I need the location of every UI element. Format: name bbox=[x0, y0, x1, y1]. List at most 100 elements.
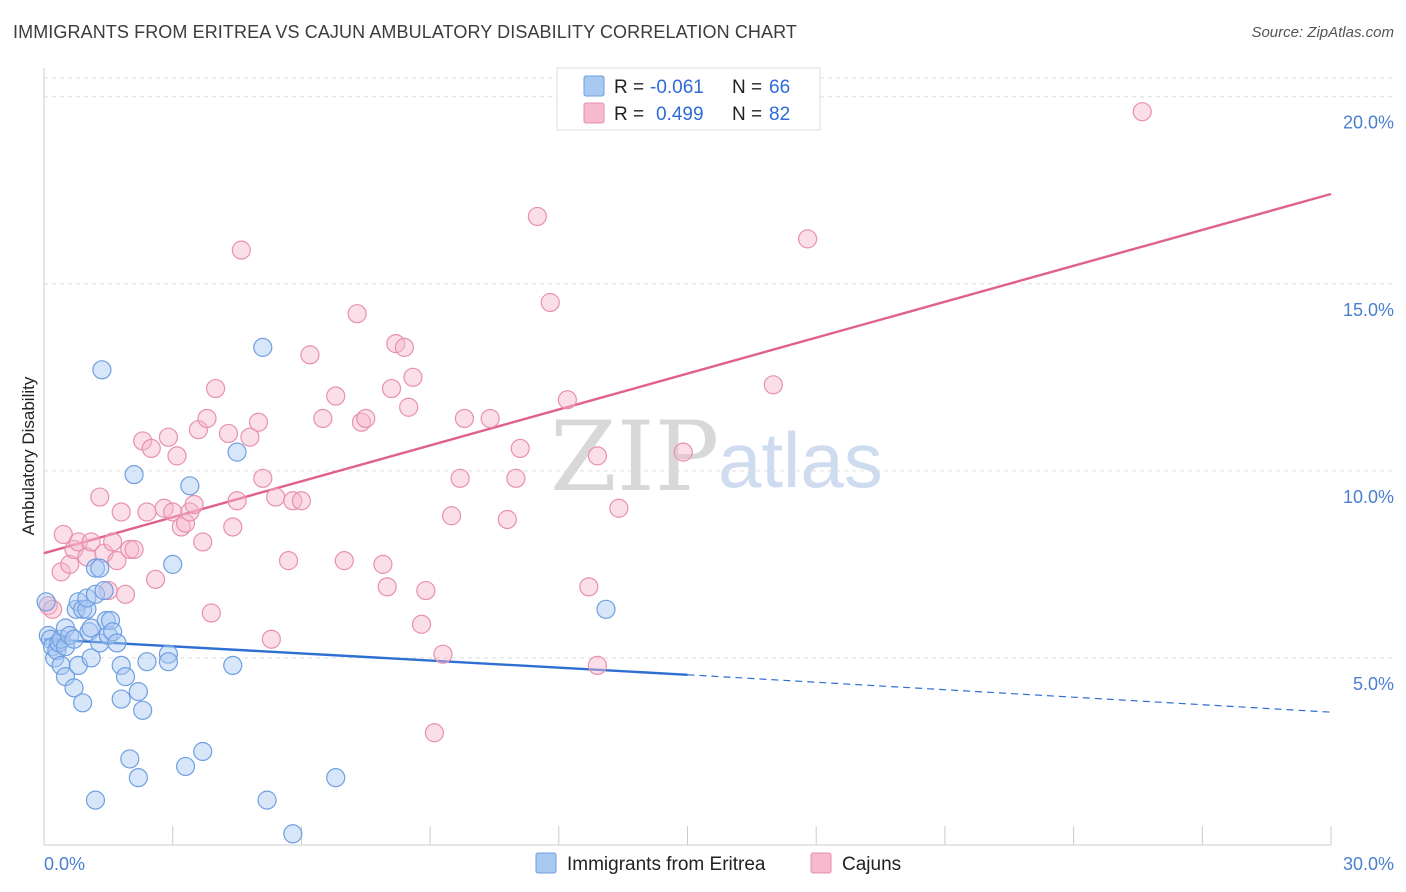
cajun-point-35 bbox=[218, 423, 239, 444]
cajun-point-20 bbox=[141, 438, 161, 459]
cajun-point-63 bbox=[424, 723, 444, 743]
cajun-point-55 bbox=[377, 577, 397, 597]
eritrea-point-31 bbox=[94, 580, 114, 601]
eritrea-point-19 bbox=[73, 693, 93, 713]
x-tick-label-1: 30.0% bbox=[1343, 854, 1394, 874]
y-axis-label: Ambulatory Disability bbox=[19, 376, 38, 535]
eritrea-point-27 bbox=[85, 790, 106, 810]
eritrea-point-41 bbox=[124, 464, 144, 485]
eritrea-point-47 bbox=[158, 652, 179, 672]
eritrea-point-18 bbox=[73, 599, 93, 619]
cajun-point-78 bbox=[609, 498, 629, 518]
cajun-point-81 bbox=[798, 229, 818, 249]
grid-lines bbox=[44, 77, 1394, 659]
eritrea-point-0 bbox=[36, 592, 56, 612]
cajun-point-62 bbox=[416, 580, 436, 601]
eritrea-point-49 bbox=[175, 756, 196, 777]
cajun-point-4 bbox=[60, 554, 80, 574]
legend-n-value-2: 82 bbox=[769, 104, 790, 125]
cajun-point-38 bbox=[231, 240, 251, 260]
cajun-point-8 bbox=[81, 532, 101, 552]
bottom-legend-swatch-eritrea bbox=[535, 852, 557, 874]
cajun-point-36 bbox=[223, 517, 243, 537]
cajun-point-50 bbox=[334, 551, 354, 571]
eritrea-point-53 bbox=[227, 442, 247, 462]
y-tick-label-0: 5.0% bbox=[1353, 674, 1394, 694]
legend: R = -0.061 N = 66 R = 0.499 N = 82 bbox=[556, 67, 821, 131]
cajun-point-53 bbox=[356, 408, 376, 429]
eritrea-point-37 bbox=[111, 655, 131, 676]
x-tick-label-0: 0.0% bbox=[44, 854, 85, 874]
cajun-point-13 bbox=[107, 551, 127, 571]
eritrea-trend-extension bbox=[687, 674, 1332, 713]
cajun-point-58 bbox=[394, 337, 414, 357]
bottom-legend: Immigrants from Eritrea Cajuns bbox=[535, 852, 901, 875]
eritrea-point-24 bbox=[81, 648, 101, 668]
legend-r-label-2: R = bbox=[614, 104, 644, 125]
bottom-legend-cajuns: Cajuns bbox=[842, 854, 901, 875]
eritrea-point-52 bbox=[223, 655, 243, 676]
cajun-point-67 bbox=[454, 408, 475, 429]
cajun-point-1 bbox=[42, 599, 63, 619]
bottom-legend-swatch-cajuns bbox=[810, 852, 832, 874]
cajun-point-41 bbox=[253, 468, 273, 488]
cajun-point-61 bbox=[411, 614, 432, 634]
cajun-point-25 bbox=[167, 446, 187, 466]
watermark: ZIP atlas bbox=[550, 401, 883, 513]
cajun-point-72 bbox=[527, 206, 547, 227]
watermark-atlas: atlas bbox=[718, 416, 883, 504]
y-tick-label-1: 10.0% bbox=[1343, 487, 1394, 507]
eritrea-point-36 bbox=[107, 633, 127, 653]
cajun-point-48 bbox=[313, 408, 333, 429]
cajun-point-46 bbox=[291, 491, 311, 511]
eritrea-point-20 bbox=[77, 599, 97, 619]
legend-n-label-2: N = bbox=[732, 104, 762, 125]
eritrea-point-43 bbox=[128, 768, 148, 788]
cajun-point-64 bbox=[433, 644, 453, 664]
bottom-legend-eritrea: Immigrants from Eritrea bbox=[567, 854, 766, 875]
cajun-point-77 bbox=[587, 446, 608, 466]
eritrea-point-30 bbox=[92, 360, 112, 380]
cajun-point-19 bbox=[137, 502, 157, 522]
cajun-point-3 bbox=[53, 524, 73, 545]
cajun-point-32 bbox=[197, 408, 217, 429]
cajun-point-74 bbox=[557, 390, 577, 410]
watermark-zip: ZIP bbox=[550, 401, 719, 513]
cajun-point-60 bbox=[403, 367, 423, 387]
cajun-point-66 bbox=[450, 468, 470, 488]
eritrea-point-35 bbox=[103, 622, 123, 642]
cajun-point-31 bbox=[193, 532, 213, 552]
cajun-point-51 bbox=[347, 304, 367, 324]
cajun-point-82 bbox=[1132, 102, 1152, 122]
cajun-point-9 bbox=[90, 487, 110, 507]
tick-labels: 5.0% 10.0% 15.0% 20.0% 0.0% 30.0% bbox=[44, 113, 1394, 874]
eritrea-point-48 bbox=[163, 554, 183, 574]
cajun-point-59 bbox=[399, 397, 419, 417]
legend-r-value-2: 0.499 bbox=[656, 104, 704, 125]
cajun-point-43 bbox=[266, 487, 286, 507]
cajun-point-15 bbox=[115, 584, 136, 604]
cajun-point-17 bbox=[124, 539, 144, 560]
chart-title: IMMIGRANTS FROM ERITREA VS CAJUN AMBULAT… bbox=[13, 22, 798, 42]
eritrea-point-54 bbox=[253, 337, 273, 357]
legend-n-value-1: 66 bbox=[769, 77, 790, 98]
cajun-point-49 bbox=[326, 386, 346, 406]
cajun-point-42 bbox=[261, 629, 281, 649]
cajun-point-21 bbox=[145, 569, 166, 589]
eritrea-point-58 bbox=[596, 599, 616, 619]
eritrea-point-50 bbox=[180, 476, 200, 496]
cajun-point-29 bbox=[184, 494, 204, 515]
legend-n-label-1: N = bbox=[732, 77, 762, 98]
eritrea-point-45 bbox=[137, 652, 157, 672]
cajun-point-24 bbox=[163, 502, 183, 522]
eritrea-point-55 bbox=[257, 790, 277, 810]
eritrea-point-13 bbox=[64, 629, 84, 649]
cajun-point-16 bbox=[120, 539, 140, 560]
cajun-point-27 bbox=[175, 513, 196, 533]
cajun-trend-line bbox=[43, 192, 1332, 555]
eritrea-point-14 bbox=[64, 678, 84, 698]
cajun-point-37 bbox=[227, 491, 247, 511]
cajun-point-47 bbox=[300, 345, 320, 365]
legend-swatch-blue bbox=[583, 75, 605, 97]
data-points bbox=[36, 102, 1152, 844]
